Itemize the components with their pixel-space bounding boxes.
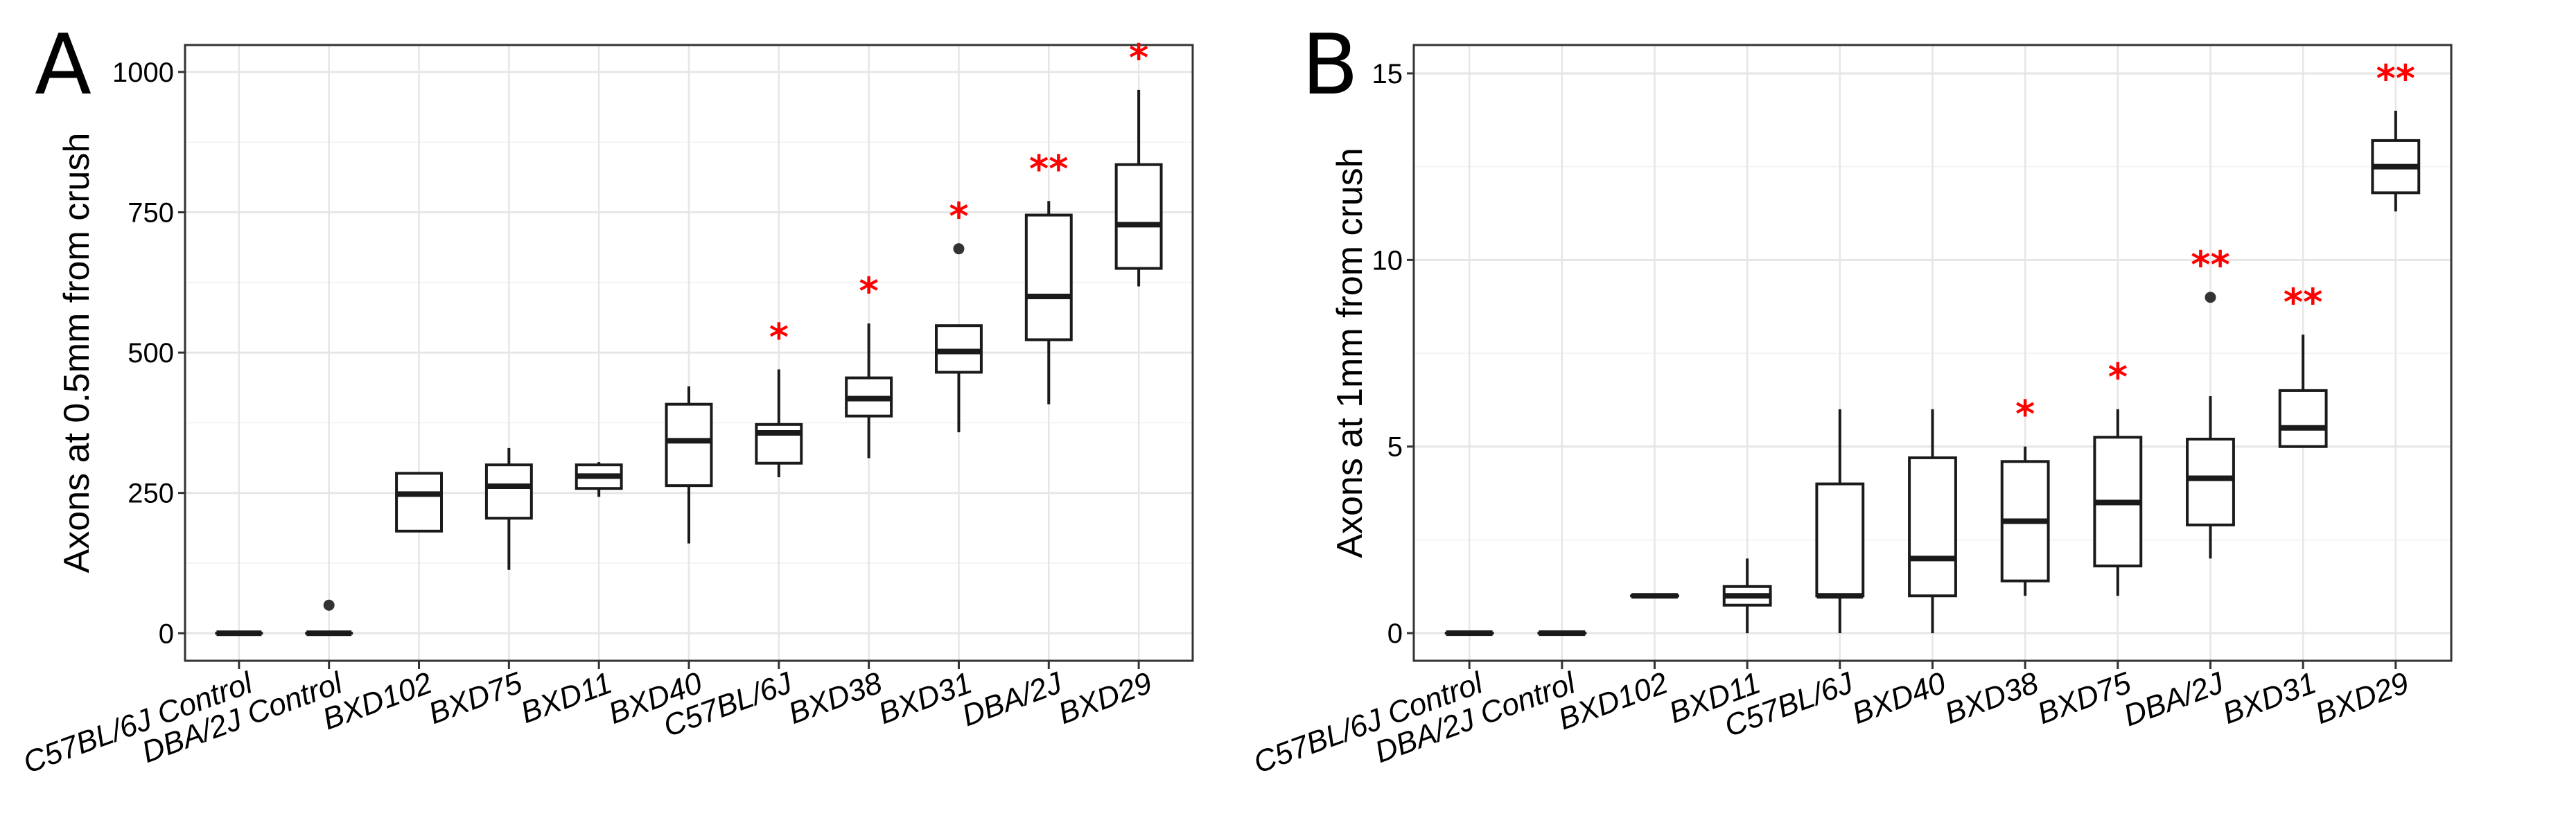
y-tick-label: 750 [128, 197, 174, 228]
y-tick-label: 1000 [112, 57, 174, 88]
y-tick-label: 5 [1387, 432, 1403, 463]
x-tick-label: BXD31 [2218, 666, 2321, 731]
x-tick-label: BXD40 [1848, 666, 1950, 731]
significance-marker: * [769, 315, 789, 359]
boxplot-c57bl-6j: * [755, 315, 803, 478]
significance-marker: ** [2376, 57, 2415, 100]
y-axis-title: Axons at 0.5mm from crush [57, 133, 97, 574]
y-tick-label: 0 [159, 619, 174, 649]
y-tick-label: 10 [1372, 245, 1403, 276]
iqr-box [1815, 482, 1865, 598]
iqr-box [665, 402, 713, 488]
boxplot-bxd40 [1908, 409, 1957, 634]
boxplot-bxd38: * [2000, 393, 2050, 596]
x-tick-label: DBA/2J [958, 666, 1067, 733]
x-tick-label: BXD75 [2033, 666, 2135, 731]
y-tick-label: 250 [128, 479, 174, 509]
iqr-box [1024, 213, 1073, 341]
panel-letter: A [35, 17, 91, 114]
x-tick-label: BXD29 [2311, 666, 2413, 731]
boxplot-bxd29: ** [2371, 57, 2421, 212]
boxplot-dba-2j: ** [1024, 147, 1073, 404]
significance-marker: * [949, 195, 968, 238]
significance-marker: * [2108, 355, 2128, 399]
iqr-box [1114, 163, 1163, 270]
x-tick-label: BXD31 [874, 666, 976, 731]
iqr-box [2186, 437, 2235, 526]
boxplot-bxd11 [575, 462, 623, 497]
panel-letter: B [1302, 17, 1358, 114]
x-tick-label: BXD29 [1054, 666, 1157, 731]
boxplot-bxd40 [665, 386, 713, 544]
outlier-point [953, 243, 965, 255]
x-tick-label: BXD38 [784, 666, 886, 731]
y-tick-label: 15 [1372, 59, 1403, 89]
x-tick-label: BXD11 [516, 666, 617, 730]
boxplot-bxd102 [395, 472, 443, 533]
y-axis-title: Axons at 1mm from crush [1330, 148, 1370, 558]
x-tick-label: DBA/2J [2119, 666, 2229, 733]
boxplot-bxd29: * [1114, 36, 1163, 287]
significance-marker: ** [2191, 243, 2229, 287]
boxplot-c57bl-6j [1815, 409, 1865, 634]
iqr-box [395, 472, 443, 533]
significance-marker: * [2015, 393, 2035, 436]
boxplot-bxd75: * [2093, 355, 2143, 596]
iqr-box [2278, 389, 2328, 448]
panel-a: A 0 250 500 750 1000 Axons at 0.5mm from crush… [19, 17, 1194, 780]
boxplot-bxd31: ** [2278, 281, 2328, 448]
significance-marker: ** [2284, 281, 2322, 324]
iqr-box [1908, 456, 1957, 598]
x-tick-label: BXD38 [1940, 666, 2043, 731]
significance-marker: ** [1029, 147, 1068, 190]
boxplot-bxd38: * [845, 269, 893, 459]
x-tick-label: BXD75 [424, 666, 527, 731]
boxplot-bxd11 [1722, 558, 1772, 634]
y-tick-label: 0 [1387, 619, 1403, 649]
iqr-box [484, 463, 533, 520]
boxplot-dba-2j-control [305, 599, 353, 637]
boxplot-dba-2j: ** [2186, 243, 2235, 559]
outlier-point [2205, 292, 2216, 303]
y-tick-label: 500 [128, 338, 174, 368]
boxplot-bxd31: * [935, 195, 983, 433]
significance-marker: * [1129, 36, 1148, 80]
significance-marker: * [859, 269, 879, 313]
outlier-point [323, 599, 335, 611]
boxplot-bxd75 [484, 447, 533, 570]
